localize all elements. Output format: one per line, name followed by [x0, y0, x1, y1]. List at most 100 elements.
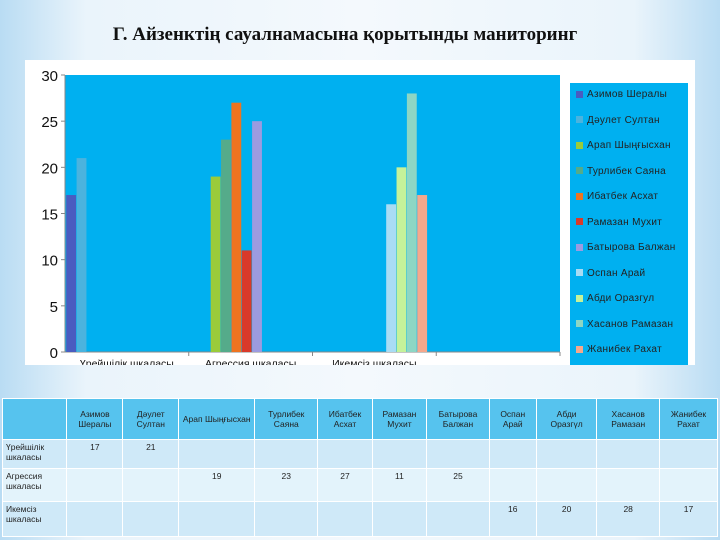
legend-swatch: [576, 294, 583, 302]
legend-label: Абди Оразгул: [587, 293, 655, 304]
plot-area: [65, 75, 560, 352]
bar: [231, 102, 242, 352]
legend-item: Ибатбек Асхат: [576, 191, 658, 202]
y-tick-label: 25: [41, 114, 58, 131]
table-cell: [371, 501, 428, 537]
column-header: Дәулет Султан: [122, 398, 180, 440]
table-cell: [488, 439, 537, 469]
legend-item: Рамазан Мухит: [576, 217, 662, 228]
table-cell: [317, 439, 373, 469]
bar: [76, 158, 87, 352]
column-header: Азимов Шералы: [66, 398, 124, 440]
legend-item: Турлибек Саяна: [576, 166, 666, 177]
bar: [241, 250, 252, 352]
row-label: Икемсіз шкаласы: [1, 501, 68, 537]
y-tick-label: 5: [50, 299, 58, 316]
table-cell: [66, 501, 124, 537]
column-header: Арап Шыңғысхан: [178, 398, 256, 440]
table-cell: [254, 439, 319, 469]
page-title: Г. Айзенктің сауалнамасына қорытынды ман…: [112, 24, 578, 45]
legend-label: Батырова Балжан: [587, 242, 676, 253]
table-cell: 16: [488, 501, 537, 537]
column-header: Ибатбек Асхат: [317, 398, 373, 440]
legend-label: Турлибек Саяна: [587, 165, 666, 177]
column-header: Оспан Арай: [488, 398, 537, 440]
table-cell: [122, 468, 180, 502]
legend-swatch: [576, 90, 583, 98]
table-cell: [535, 468, 598, 502]
legend-item: Абди Оразгул: [576, 293, 654, 304]
table-cell: [178, 439, 256, 469]
y-tick-label: 20: [41, 160, 58, 177]
table-cell: 19: [178, 468, 256, 502]
table-cell: 20: [535, 501, 598, 537]
bar: [66, 195, 77, 352]
table-row: Үрейшілік шкаласы 17 21: [1, 439, 719, 469]
chart-panel: 0 5 10 15 20 25 30 Үрейшілік шкаласы Агрессия шк…: [25, 60, 695, 365]
legend-label: Хасанов Рамазан: [587, 318, 674, 330]
legend-swatch: [576, 345, 583, 353]
table-cell: 25: [426, 468, 490, 502]
table-cell: [426, 439, 490, 469]
legend-label: Дәулет Султан: [587, 114, 660, 126]
table-cell: [66, 468, 124, 502]
table-cell: [178, 501, 256, 537]
row-label: Үрейшілік шкаласы: [1, 439, 68, 469]
table-cell: [658, 468, 719, 502]
table-cell: 28: [596, 501, 660, 537]
legend-swatch: [576, 218, 583, 226]
legend-swatch: [576, 116, 583, 124]
column-header: Жанибек Рахат: [658, 398, 719, 440]
legend-label: Арап Шыңғысхан: [587, 140, 671, 151]
table-cell: [596, 439, 660, 469]
table-cell: 23: [254, 468, 319, 502]
column-header: Батырова Балжан: [426, 398, 490, 440]
column-header: Турлибек Саяна: [254, 398, 319, 440]
y-tick-label: 30: [41, 68, 58, 85]
legend-label: Рамазан Мухит: [587, 216, 663, 228]
legend-label: Ибатбек Асхат: [587, 191, 659, 202]
chart-legend: Азимов Шералы Дәулет Султан Арап Шыңғысхан…: [570, 83, 688, 365]
legend-item: Хасанов Рамазан: [576, 319, 673, 330]
table-cell: 21: [122, 439, 180, 469]
table-cell: [535, 439, 598, 469]
legend-swatch: [576, 167, 583, 175]
legend-label: Азимов Шералы: [587, 89, 668, 100]
data-table: Азимов Шералы Дәулет Султан Арап Шыңғысхан…: [1, 398, 719, 537]
legend-swatch: [576, 269, 583, 277]
y-tick-label: 0: [50, 345, 58, 362]
table-cell: 11: [371, 468, 428, 502]
bar: [417, 195, 428, 352]
table-cell: [122, 501, 180, 537]
bar: [210, 176, 221, 352]
legend-item: Оспан Арай: [576, 268, 645, 279]
table-cell: [317, 501, 373, 537]
table-cell: 17: [66, 439, 124, 469]
legend-swatch: [576, 320, 583, 328]
table-cell: [488, 468, 537, 502]
column-header: Хасанов Рамазан: [596, 398, 660, 440]
y-tick-label: 10: [41, 253, 58, 270]
bar: [396, 167, 407, 352]
legend-swatch: [576, 141, 583, 149]
legend-label: Жанибек Рахат: [587, 344, 662, 355]
table-cell: [596, 468, 660, 502]
bar-chart: 0 5 10 15 20 25 30 Үрейшілік шкаласы Агрессия шк…: [41, 68, 561, 365]
legend-item: Дәулет Султан: [576, 115, 660, 126]
x-tick-label: Үрейшілік шкаласы: [80, 358, 174, 365]
legend-label: Оспан Арай: [587, 267, 646, 279]
x-tick-label: Агрессия шкаласы: [205, 358, 296, 365]
legend-item: Азимов Шералы: [576, 89, 667, 100]
legend-swatch: [576, 192, 583, 200]
bar: [386, 204, 397, 352]
row-label: Агрессия шкаласы: [1, 468, 68, 502]
table-cell: [254, 501, 319, 537]
bar: [406, 93, 417, 352]
bar: [221, 139, 231, 352]
legend-item: Арап Шыңғысхан: [576, 140, 671, 151]
y-tick-label: 15: [41, 207, 58, 224]
table-cell: 27: [317, 468, 373, 502]
table-cell: [371, 439, 428, 469]
table-row: Агрессия шкаласы 19 23 27 11 25: [1, 468, 719, 502]
table-cell: [658, 439, 719, 469]
